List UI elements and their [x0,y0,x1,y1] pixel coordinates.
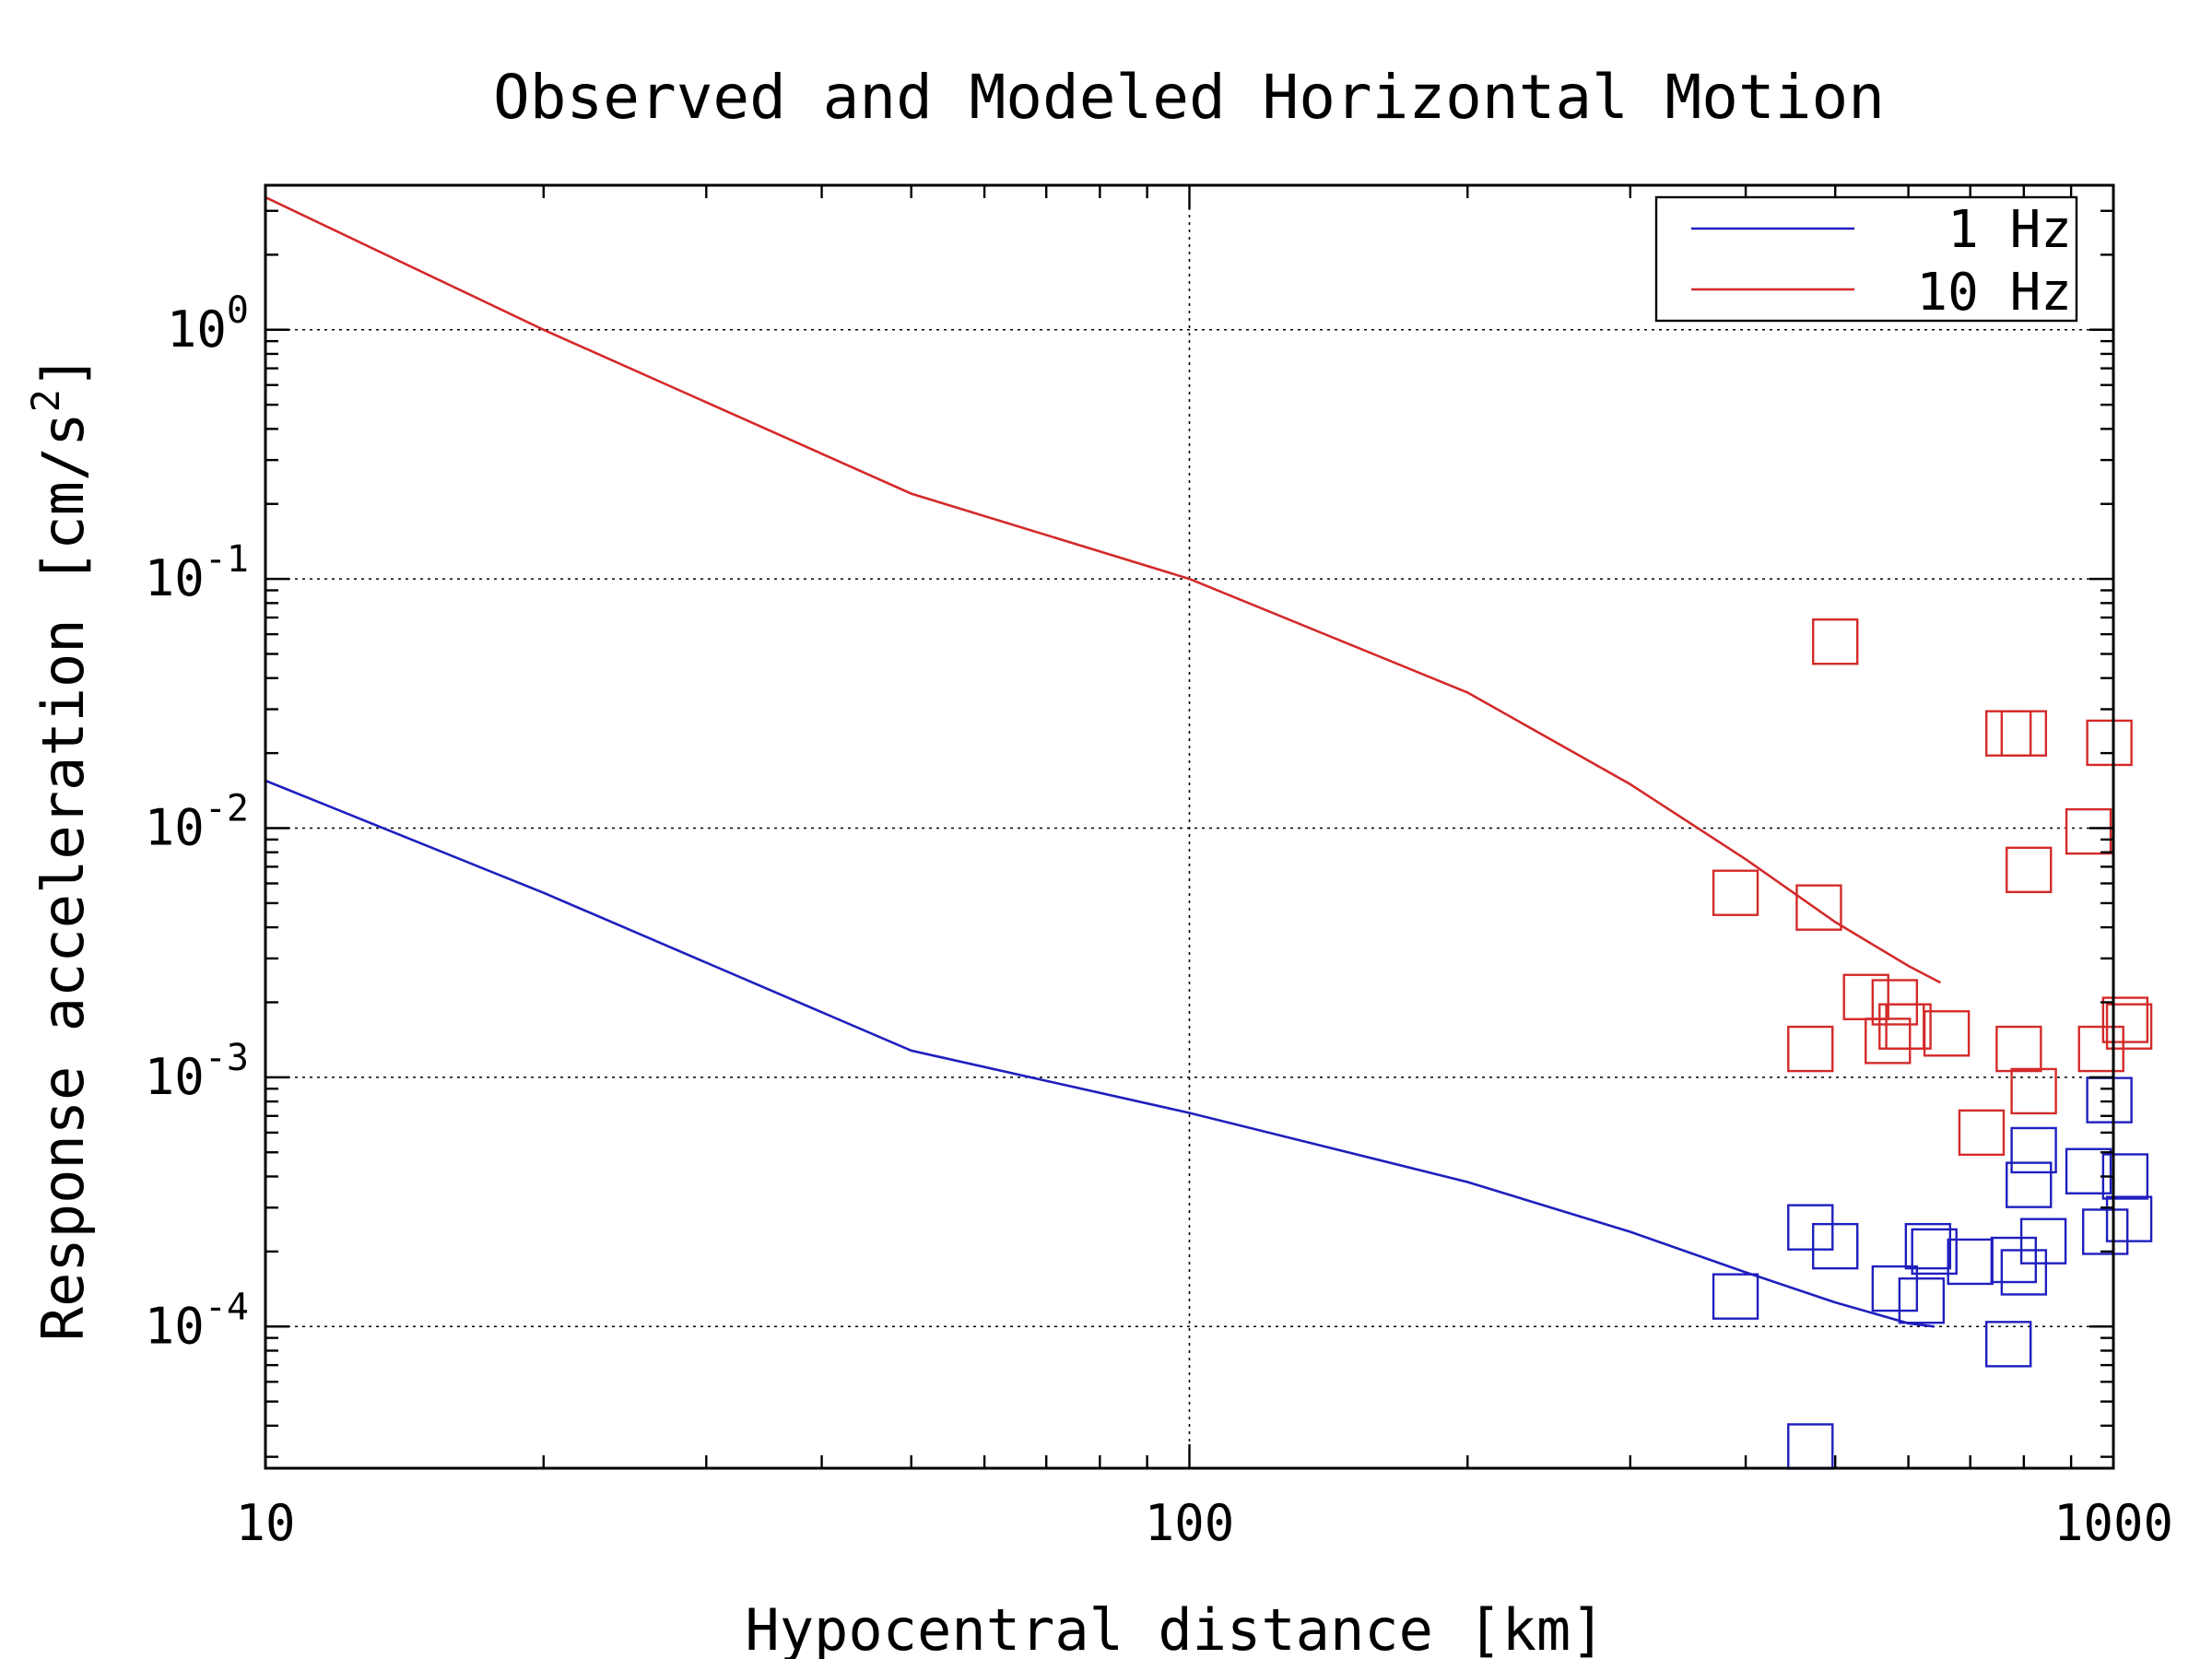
legend: 1 Hz 10 Hz [1654,195,2078,323]
model-line-10hz [265,195,1941,984]
y-tick-exponent: -4 [205,1286,249,1328]
series-10hz [265,195,2153,1157]
series-layer [265,195,2153,1470]
observed-point-1hz [2000,1249,2048,1296]
observed-point-10hz [2105,1003,2153,1050]
y-tick-base: 10 [145,549,205,607]
grid-lines [265,185,2113,1468]
observed-point-10hz [1995,1025,2042,1073]
observed-point-1hz [1904,1222,1952,1270]
model-line-1hz [265,779,1935,1328]
observed-point-10hz [1865,1018,1912,1065]
y-tick-exponent: 0 [227,289,249,332]
y-tick-base: 10 [145,1297,205,1355]
observed-point-10hz [1712,869,1759,916]
y-tick-label: 10-4 [145,1286,249,1355]
y-tick-base: 10 [167,300,227,359]
x-tick-labels: 10 100 1000 [235,1494,2173,1552]
series-1hz [265,779,2153,1470]
y-axis-label: Response acceleration [cm/s2] [23,355,97,1341]
observed-point-10hz [2086,719,2133,767]
observed-point-1hz [2010,1126,2057,1174]
y-tick-base: 10 [145,1048,205,1106]
observed-point-1hz [2082,1208,2129,1255]
observed-point-1hz [2065,1147,2112,1194]
y-axis-label-exponent: 2 [23,389,68,412]
y-axis-label-close: ] [29,355,97,389]
legend-label-1hz: 1 Hz [1947,200,2072,260]
y-tick-label: 100 [167,289,249,359]
observed-point-1hz [1787,1423,1834,1470]
legend-box [1654,195,2078,323]
observed-point-10hz [1958,1109,2006,1157]
y-tick-exponent: -1 [205,538,249,581]
observed-point-10hz [2000,710,2048,757]
observed-point-1hz [1911,1228,1958,1276]
observed-point-1hz [2006,1161,2053,1208]
observed-point-10hz [2010,1067,2057,1115]
y-axis-label-base: Response acceleration [cm/s [29,412,97,1341]
y-tick-exponent: -2 [205,788,249,830]
observed-point-10hz [2006,846,2053,893]
observed-point-10hz [1871,979,1919,1026]
y-tick-base: 10 [145,799,205,857]
y-tick-exponent: -3 [205,1037,249,1079]
x-axis-label: Hypocentral distance [km] [745,1596,1605,1659]
observed-point-10hz [1787,1025,1834,1073]
observed-point-10hz [1885,1003,1932,1050]
observed-point-1hz [2019,1218,2067,1265]
observed-point-10hz [1812,618,1859,665]
observed-point-1hz [2105,1195,2153,1242]
x-tick-label: 100 [1145,1494,1235,1552]
observed-point-10hz [2065,807,2112,855]
y-tick-label: 10-3 [145,1037,249,1106]
legend-label-10hz: 10 Hz [1916,263,2072,323]
observed-point-1hz [1871,1265,1919,1312]
observed-point-1hz [1712,1273,1759,1320]
observed-point-1hz [1947,1238,1994,1286]
chart-title: Observed and Modeled Horizontal Motion [493,62,1885,133]
observed-point-10hz [1985,710,2032,757]
observed-point-1hz [1787,1204,1834,1251]
observed-point-10hz [1795,884,1842,931]
x-tick-label: 10 [235,1494,295,1552]
observed-point-1hz [1990,1236,2038,1284]
observed-point-1hz [1985,1321,2032,1368]
y-tick-label: 10-1 [145,538,249,607]
y-tick-label: 10-2 [145,788,249,857]
x-tick-label: 1000 [2053,1494,2173,1552]
observed-point-10hz [1923,1010,1971,1057]
observed-point-10hz [2101,996,2149,1043]
axis-ticks [264,185,2115,1468]
observed-point-1hz [1898,1277,1946,1324]
observed-point-10hz [1842,973,1889,1020]
observed-point-1hz [1812,1222,1859,1270]
